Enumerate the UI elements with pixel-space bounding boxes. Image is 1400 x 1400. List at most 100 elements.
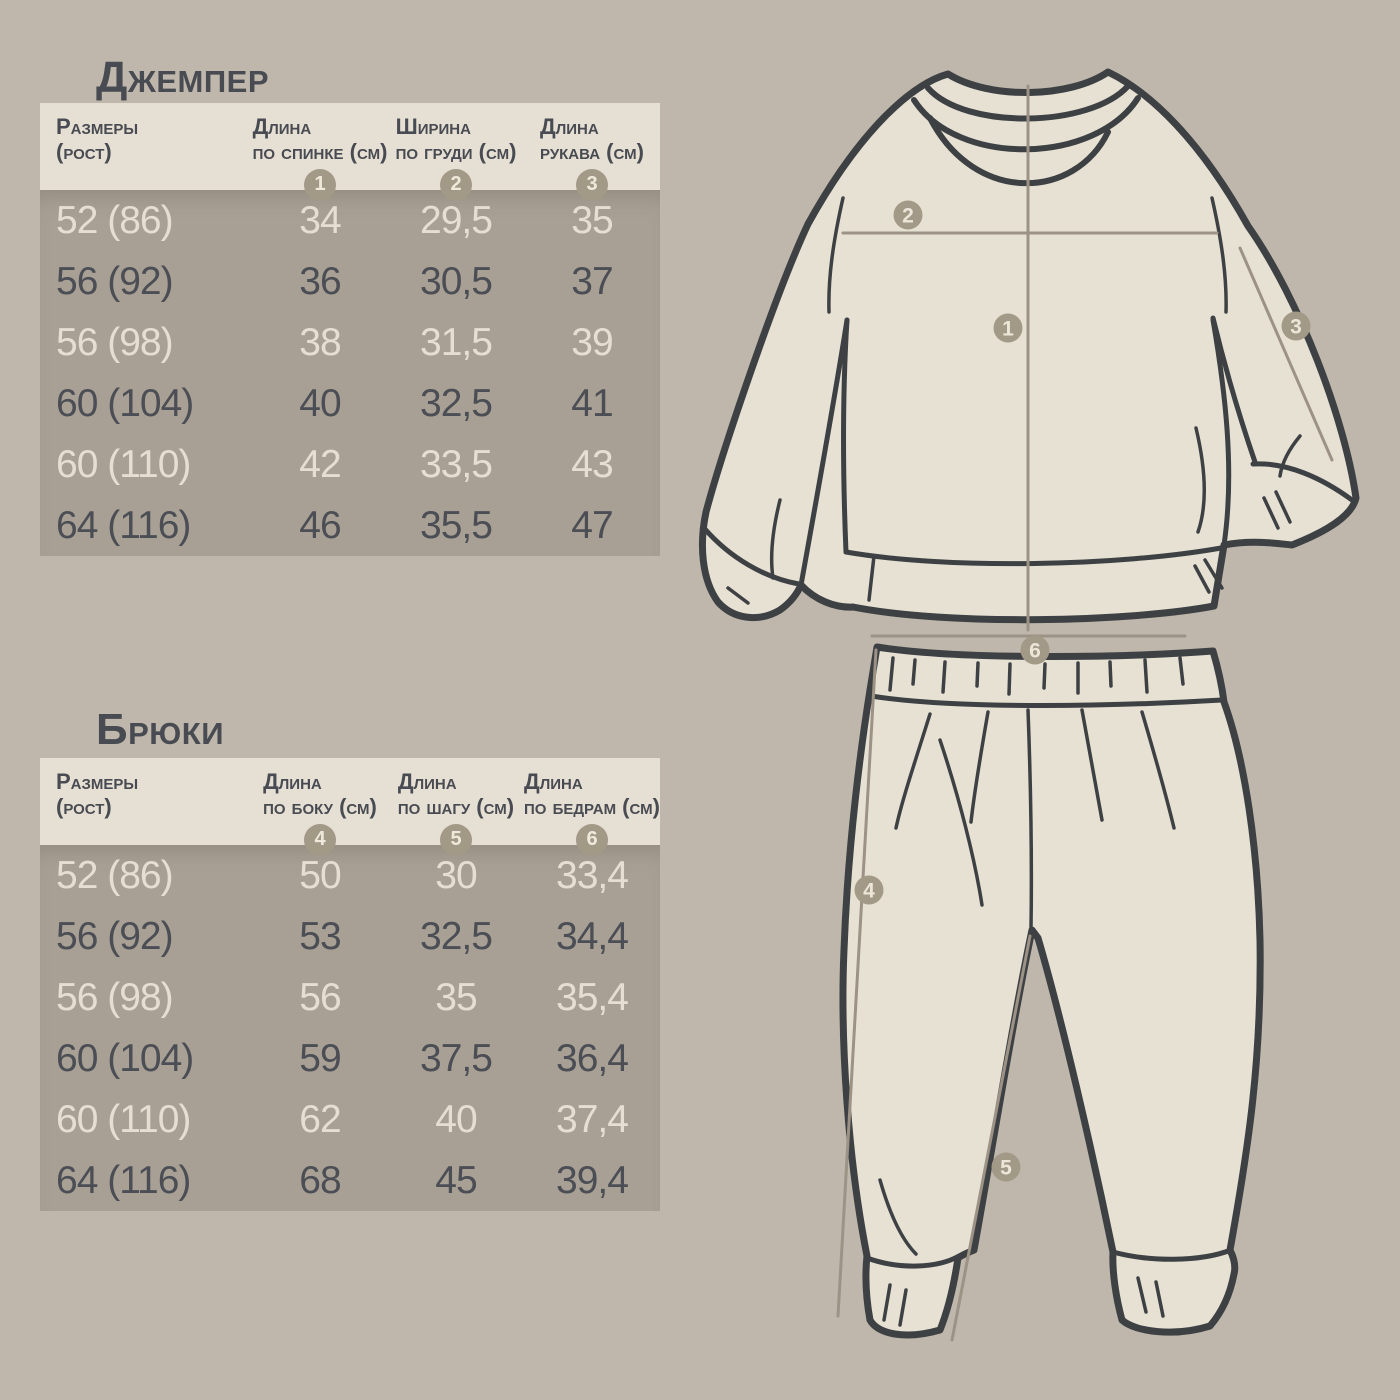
table-row: 52 (86) 34 29,5 35: [40, 190, 660, 251]
svg-text:2: 2: [902, 205, 914, 228]
measurement-lines: [836, 84, 1334, 1342]
jumper-header-back-length: Длина по спинке (см) 1: [252, 103, 388, 201]
value-cell: 43: [571, 443, 613, 486]
value-cell: 42: [299, 443, 341, 486]
marker-1: 1: [993, 313, 1023, 343]
pants-drawing: [839, 643, 1264, 1339]
badge-3-icon: 3: [576, 168, 608, 201]
jumper-section-title: Джемпер: [96, 53, 269, 102]
size-cell: 56 (98): [56, 321, 174, 364]
value-cell: 41: [571, 382, 613, 425]
value-cell: 29,5: [420, 199, 493, 242]
size-cell: 60 (110): [56, 1098, 191, 1141]
pants-header-side-length: Длина по боку (см) 4: [252, 758, 388, 856]
table-row: 60 (110) 42 33,5 43: [40, 434, 660, 495]
measurement-markers: 1 2 3 4 5 6: [854, 200, 1311, 1182]
size-cell: 60 (110): [56, 443, 191, 486]
pants-size-table: Размеры (рост) Длина по боку (см) 4 Длин…: [40, 758, 660, 1211]
jumper-header-chest-width: Ширина по груди (см) 2: [388, 103, 524, 201]
jumper-header-sleeve-length: Длина рукава (см) 3: [524, 103, 660, 201]
jumper-table-header: Размеры (рост) Длина по спинке (см) 1 Ши…: [40, 103, 660, 201]
table-row: 60 (110) 62 40 37,4: [40, 1089, 660, 1150]
jumper-col0-line1: Размеры: [56, 114, 139, 139]
value-cell: 32,5: [420, 382, 493, 425]
value-cell: 37,4: [556, 1098, 629, 1141]
size-cell: 52 (86): [56, 854, 174, 897]
jumper-col3-line1: Длина: [540, 114, 599, 139]
badge-4-icon: 4: [304, 823, 336, 856]
badge-5-icon: 5: [440, 823, 472, 856]
badge-1-icon: 1: [304, 168, 336, 201]
marker-6: 6: [1020, 635, 1050, 665]
value-cell: 40: [435, 1098, 477, 1141]
pants-col2-line1: Длина: [397, 769, 457, 794]
value-cell: 31,5: [420, 321, 493, 364]
jumper-table-body: 52 (86) 34 29,5 35 56 (92) 36 30,5 37 56…: [40, 190, 660, 556]
value-cell: 33,4: [556, 854, 629, 897]
jumper-col0-line2: (рост): [56, 139, 112, 165]
marker-2: 2: [893, 200, 923, 230]
value-cell: 59: [299, 1037, 341, 1080]
badge-6-icon: 6: [576, 823, 608, 856]
value-cell: 39: [571, 321, 613, 364]
svg-text:3: 3: [1290, 316, 1302, 339]
svg-text:1: 1: [1002, 318, 1014, 341]
value-cell: 35,5: [420, 504, 493, 547]
size-cell: 60 (104): [56, 382, 194, 425]
value-cell: 53: [299, 915, 341, 958]
value-cell: 35,4: [556, 976, 629, 1019]
marker-4: 4: [854, 875, 884, 905]
value-cell: 30,5: [420, 260, 493, 303]
pants-col3-line2: по бедрам (см): [524, 794, 660, 820]
table-row: 60 (104) 59 37,5 36,4: [40, 1028, 660, 1089]
size-cell: 64 (116): [56, 504, 191, 547]
svg-text:5: 5: [1000, 1157, 1012, 1180]
pants-header-sizes: Размеры (рост): [40, 758, 252, 856]
value-cell: 36: [299, 260, 341, 303]
size-cell: 52 (86): [56, 199, 174, 242]
jumper-col3-line2: рукава (см): [540, 139, 644, 165]
pants-header-hip-length: Длина по бедрам (см) 6: [524, 758, 660, 856]
inseam-length-line: [950, 934, 1032, 1342]
table-row: 60 (104) 40 32,5 41: [40, 373, 660, 434]
jumper-col2-line2: по груди (см): [395, 139, 517, 165]
svg-text:6: 6: [1029, 640, 1041, 663]
jumper-size-table: Размеры (рост) Длина по спинке (см) 1 Ши…: [40, 103, 660, 556]
pants-col1-line1: Длина: [263, 769, 322, 794]
svg-text:4: 4: [863, 880, 875, 903]
value-cell: 39,4: [556, 1159, 629, 1202]
value-cell: 35: [571, 199, 613, 242]
value-cell: 40: [299, 382, 341, 425]
value-cell: 37,5: [420, 1037, 493, 1080]
value-cell: 50: [299, 854, 341, 897]
value-cell: 37: [571, 260, 613, 303]
value-cell: 33,5: [420, 443, 493, 486]
value-cell: 34,4: [556, 915, 629, 958]
side-length-line: [836, 648, 878, 1318]
marker-5: 5: [991, 1152, 1021, 1182]
pants-header-inseam-length: Длина по шагу (см) 5: [388, 758, 524, 856]
value-cell: 68: [299, 1159, 341, 1202]
size-cell: 64 (116): [56, 1159, 191, 1202]
pants-col3-line1: Длина: [524, 769, 583, 794]
value-cell: 45: [435, 1159, 477, 1202]
size-cell: 56 (98): [56, 976, 174, 1019]
sleeve-length-line: [1238, 246, 1334, 462]
pants-col2-line2: по шагу (см): [397, 794, 515, 820]
value-cell: 56: [299, 976, 341, 1019]
marker-3: 3: [1281, 311, 1311, 341]
table-row: 52 (86) 50 30 33,4: [40, 845, 660, 906]
pants-table-body: 52 (86) 50 30 33,4 56 (92) 53 32,5 34,4 …: [40, 845, 660, 1211]
table-row: 56 (98) 56 35 35,4: [40, 967, 660, 1028]
pants-col0-line2: (рост): [56, 794, 112, 820]
value-cell: 35: [435, 976, 477, 1019]
value-cell: 34: [299, 199, 341, 242]
jumper-header-sizes: Размеры (рост): [40, 103, 252, 201]
badge-2-icon: 2: [440, 168, 472, 201]
pants-section-title: Брюки: [96, 705, 224, 754]
value-cell: 47: [571, 504, 613, 547]
jumper-col1-line2: по спинке (см): [252, 139, 388, 165]
pants-col0-line1: Размеры: [56, 769, 139, 794]
jumper-col1-line1: Длина: [252, 114, 312, 139]
